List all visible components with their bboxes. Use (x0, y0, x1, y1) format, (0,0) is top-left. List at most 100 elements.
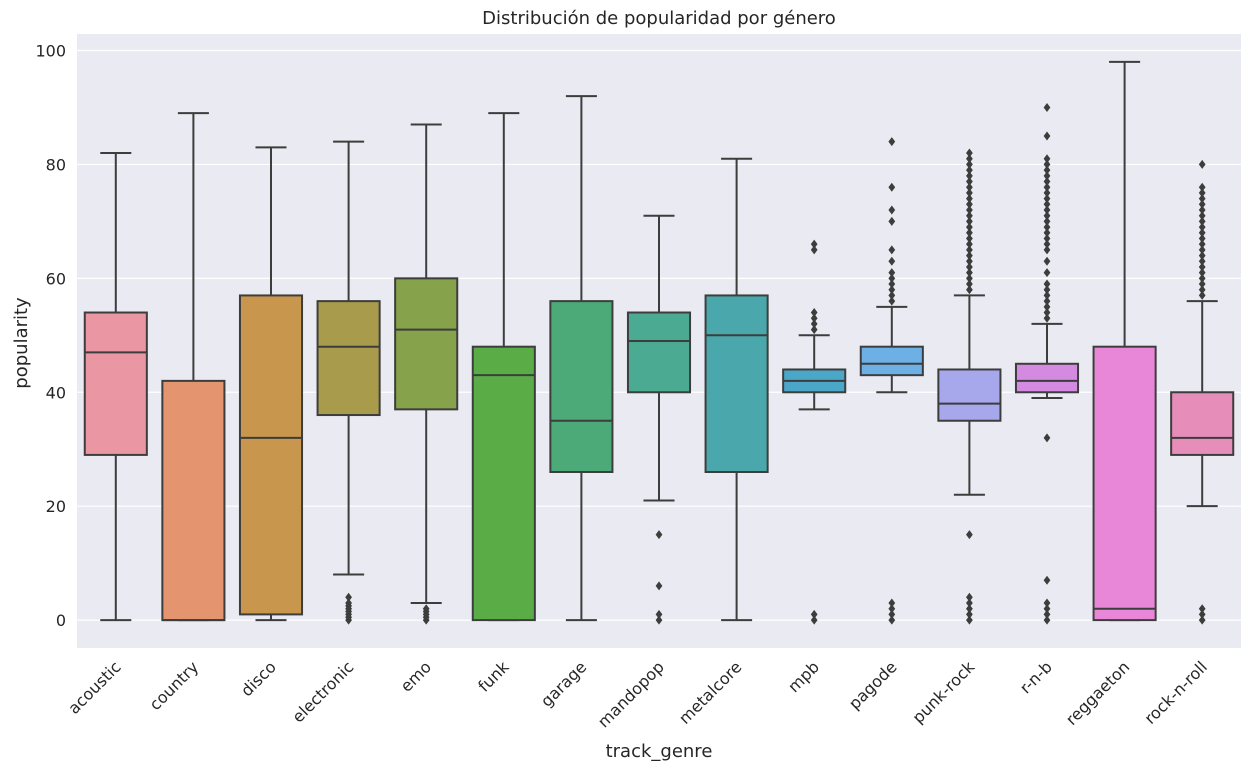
outlier-point (810, 245, 818, 255)
outlier-point (966, 233, 973, 243)
box-iqr (1170, 391, 1235, 456)
outlier-point (1198, 199, 1206, 209)
outlier-point (888, 182, 896, 192)
outlier-point (655, 615, 663, 625)
outlier-point (1043, 102, 1051, 112)
y-tick-label: 80 (46, 155, 66, 174)
outlier-point (1043, 239, 1051, 249)
box-iqr (471, 345, 536, 622)
outlier-point (1198, 251, 1206, 261)
outlier-point (810, 615, 818, 625)
x-tick-label: garage (537, 657, 590, 710)
outlier-point (1043, 211, 1051, 221)
outlier-point (810, 239, 818, 249)
outlier-point (1043, 609, 1051, 619)
outlier-point (1043, 575, 1051, 585)
x-tick-label: mpb (784, 657, 823, 696)
outlier-point (345, 598, 352, 608)
outlier-point (888, 268, 896, 278)
x-tick-label: metalcore (675, 657, 745, 727)
box-country (161, 112, 226, 622)
outlier-point (888, 285, 896, 295)
outlier-point (1043, 279, 1051, 289)
outlier-point (1198, 615, 1206, 625)
x-tick-label: acoustic (64, 657, 124, 717)
outlier-point (888, 598, 896, 608)
box-disco (238, 146, 304, 622)
outlier-point (1043, 182, 1051, 192)
outlier-point (1198, 285, 1206, 295)
outlier-point (966, 592, 973, 602)
outlier-point (1043, 598, 1051, 608)
outlier-point (655, 581, 663, 591)
x-axis-label: track_genre (606, 741, 713, 762)
box-funk (471, 112, 536, 622)
outlier-point (1043, 194, 1051, 204)
y-tick-label: 0 (56, 611, 66, 630)
outlier-point (966, 530, 973, 540)
outlier-point (1198, 205, 1206, 215)
boxes (83, 60, 1235, 625)
outlier-point (888, 273, 896, 283)
box-punk-rock (937, 148, 1002, 625)
outlier-point (810, 325, 818, 335)
outlier-point (1043, 433, 1051, 443)
outlier-point (1043, 205, 1051, 215)
outlier-point (966, 182, 973, 192)
outlier-point (1043, 256, 1051, 266)
outlier-point (810, 308, 818, 318)
x-tick-label: disco (237, 657, 280, 700)
box-mandopop (626, 214, 692, 625)
outlier-point (966, 188, 973, 198)
outlier-point (1043, 199, 1051, 209)
x-tick-label: country (146, 657, 203, 714)
outlier-point (888, 137, 896, 147)
box-iqr (937, 368, 1002, 422)
outlier-point (1198, 268, 1206, 278)
x-tick-label: rock-n-roll (1141, 657, 1211, 727)
outlier-point (888, 615, 896, 625)
outlier-point (1198, 279, 1206, 289)
outlier-point (1043, 233, 1051, 243)
outlier-point (888, 604, 896, 614)
outlier-point (966, 211, 973, 221)
outlier-point (1198, 262, 1206, 272)
outlier-point (1198, 290, 1206, 300)
outlier-point (966, 604, 973, 614)
outlier-point (966, 222, 973, 232)
x-tick-label: funk (474, 657, 513, 696)
outlier-point (1043, 285, 1051, 295)
outlier-point (1043, 268, 1051, 278)
outlier-point (966, 273, 973, 283)
outlier-point (810, 313, 818, 323)
box-emo (394, 123, 459, 625)
box-iqr (1092, 345, 1157, 622)
outlier-point (1043, 131, 1051, 141)
outlier-point (1043, 216, 1051, 226)
outlier-point (888, 609, 896, 619)
outlier-point (1198, 239, 1206, 249)
box-reggaeton (1092, 60, 1157, 622)
outlier-point (966, 194, 973, 204)
outlier-point (1043, 222, 1051, 232)
outlier-point (1198, 194, 1206, 204)
outlier-point (345, 592, 352, 602)
outlier-point (810, 609, 818, 619)
outlier-point (1043, 615, 1051, 625)
box-acoustic (83, 152, 148, 622)
outlier-point (888, 256, 896, 266)
outlier-point (966, 159, 973, 169)
y-tick-label: 100 (35, 42, 66, 61)
outlier-point (966, 171, 973, 181)
outlier-point (1043, 245, 1051, 255)
outlier-point (1198, 245, 1206, 255)
outlier-point (888, 205, 896, 215)
outlier-point (966, 199, 973, 209)
outlier-point (1043, 228, 1051, 238)
outlier-point (1198, 609, 1206, 619)
box-iqr (238, 294, 304, 616)
box-iqr (704, 294, 769, 474)
outlier-point (1198, 211, 1206, 221)
y-tick-label: 60 (46, 269, 66, 288)
